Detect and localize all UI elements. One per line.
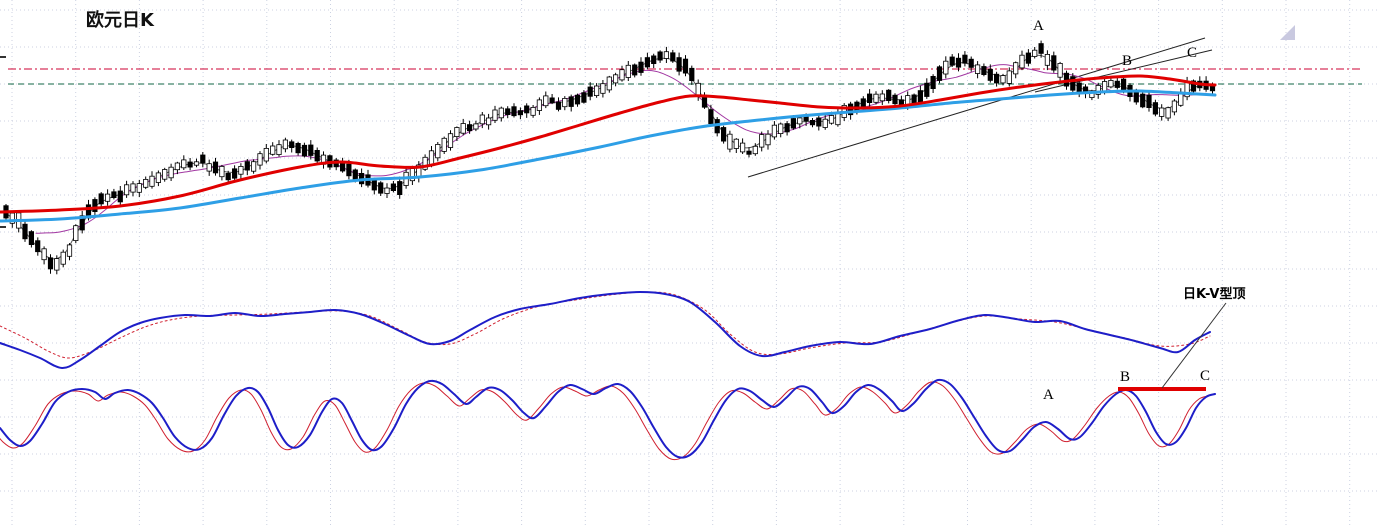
price-label-c: C — [1187, 45, 1198, 61]
price-label-a: A — [1033, 18, 1044, 34]
oscillator-label-b: B — [1120, 369, 1131, 385]
oscillator-label-c: C — [1200, 368, 1211, 384]
oscillator-label-a: A — [1043, 387, 1054, 403]
chart-title: 欧元日K — [86, 10, 154, 31]
price-label-b: B — [1122, 53, 1133, 69]
vtop-annotation-label: 日K-V型顶 — [1183, 287, 1246, 302]
